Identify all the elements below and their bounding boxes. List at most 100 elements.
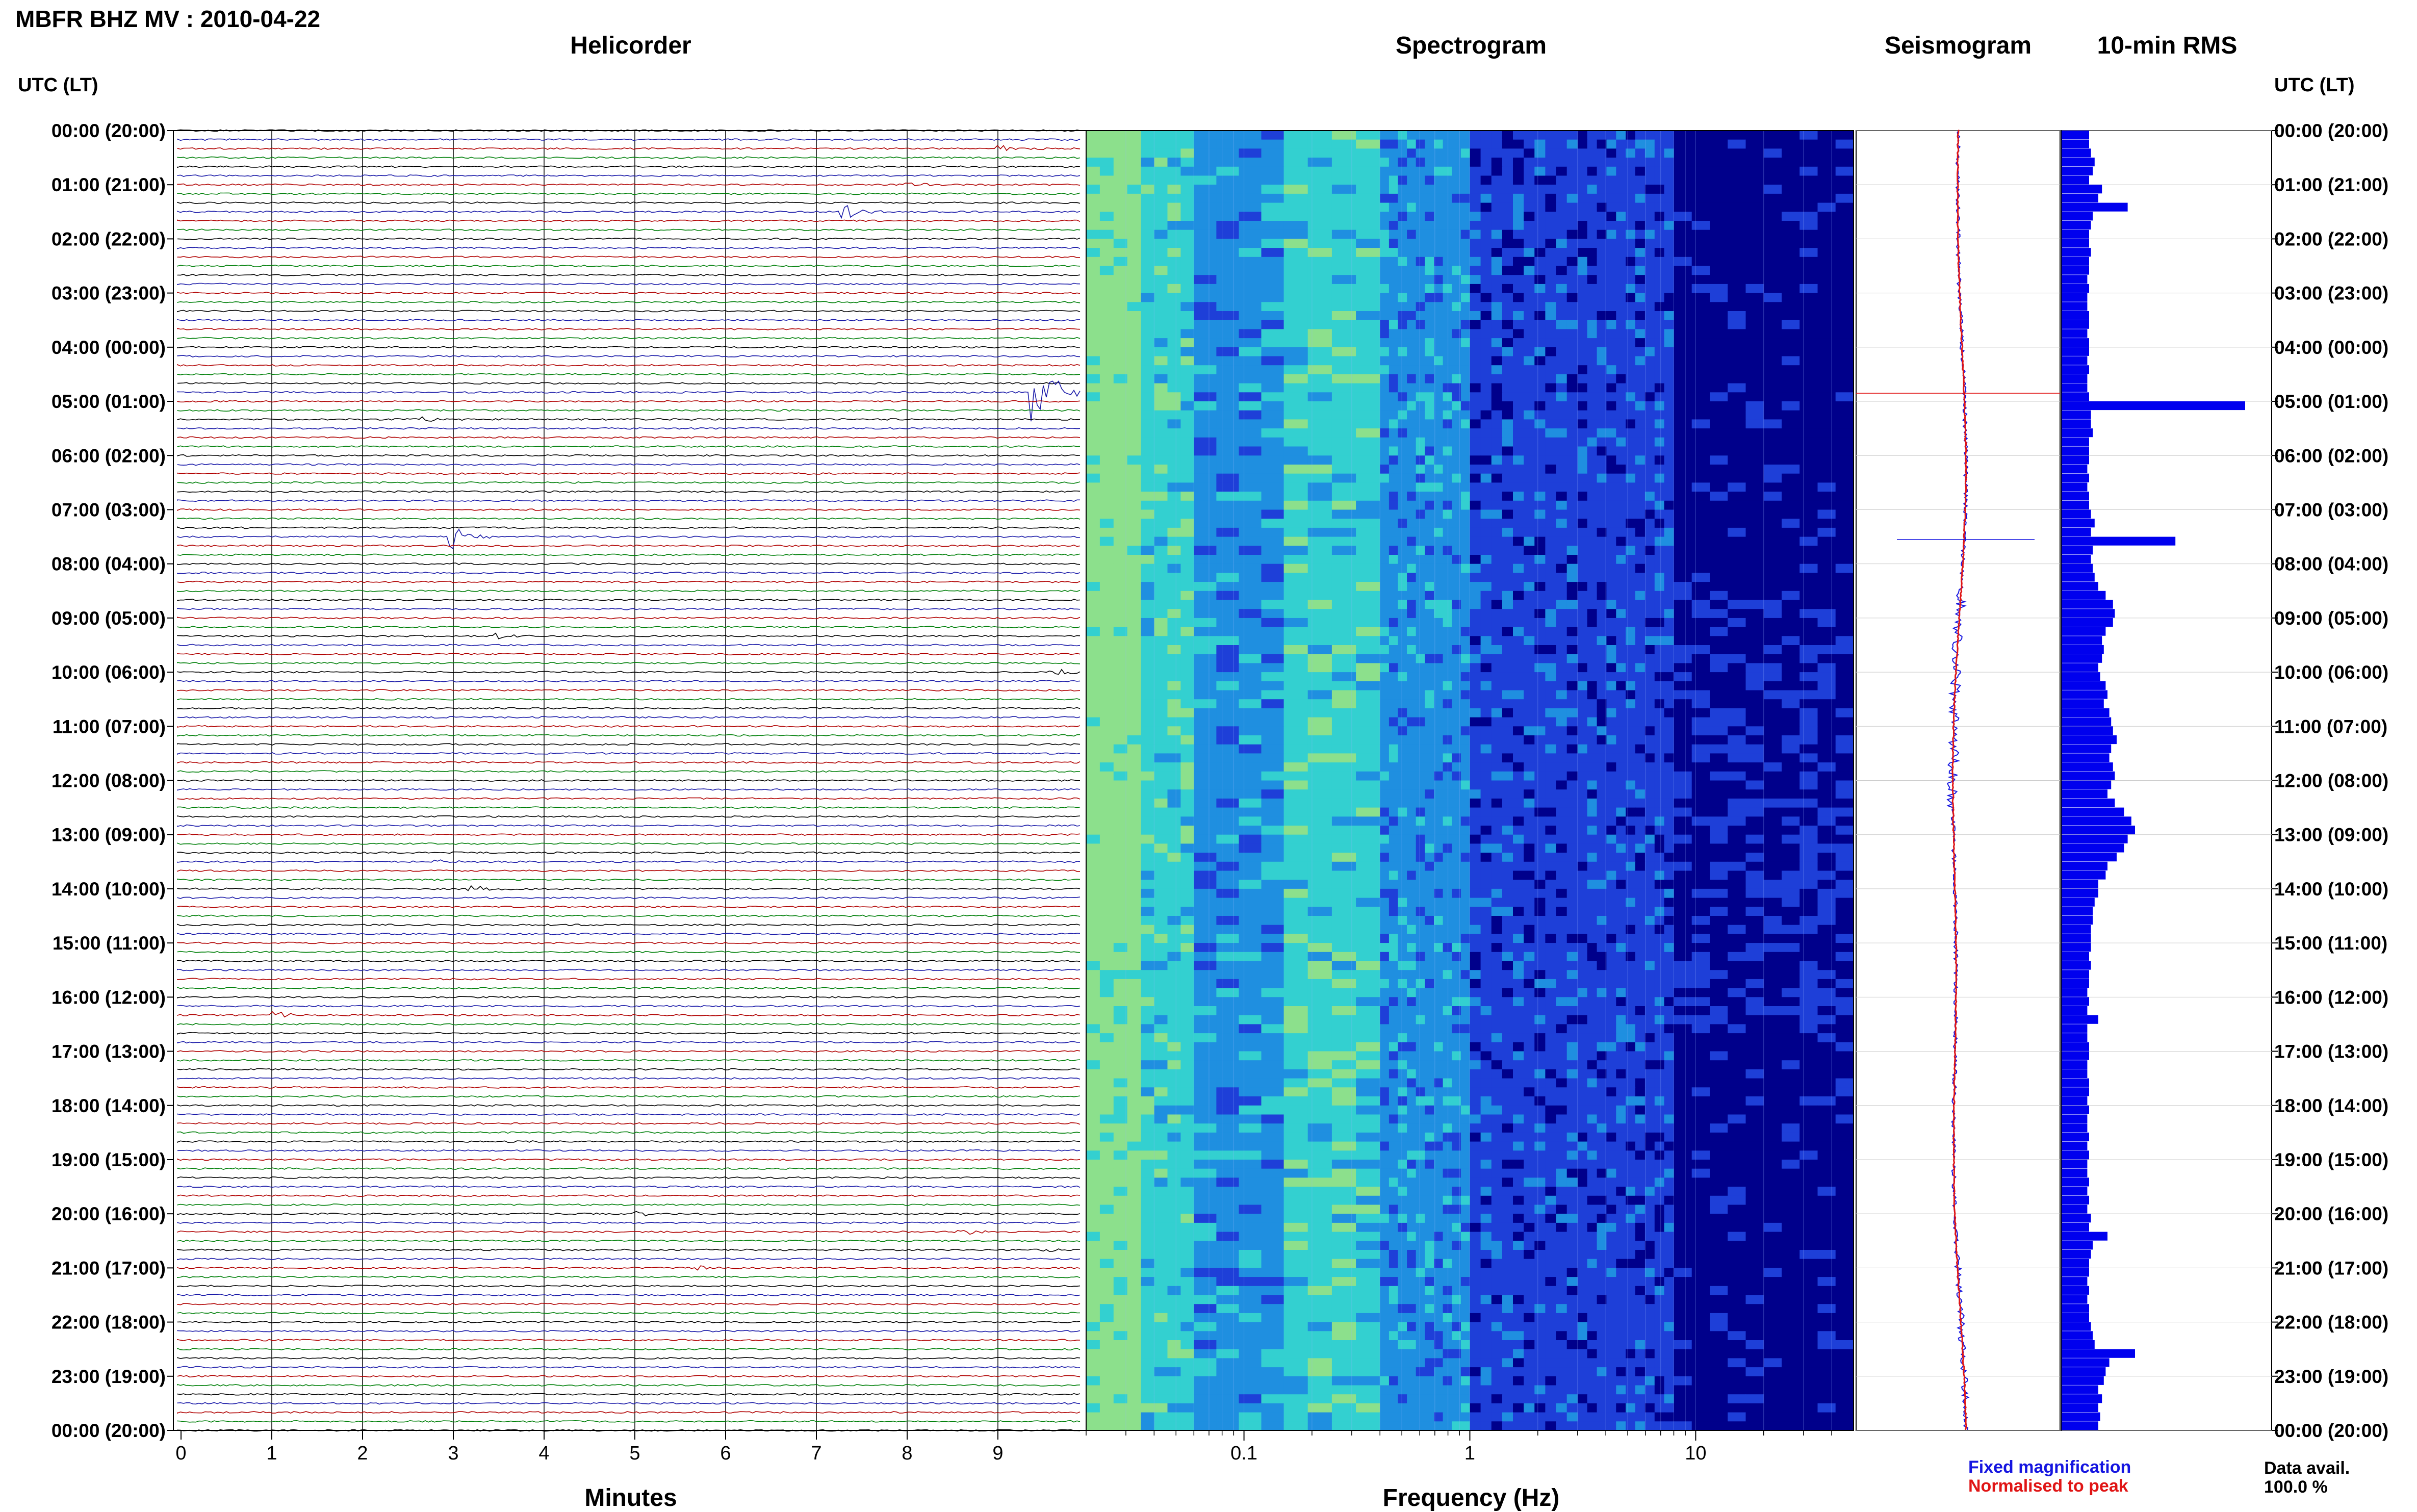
rms-bar [2062, 275, 2087, 284]
rms-bar [2062, 1304, 2089, 1313]
rms-bar [2062, 564, 2093, 573]
time-label-left: 00:00 (20:00) [52, 1420, 166, 1441]
legend-normalised-to-peak: Normalised to peak [1968, 1476, 2128, 1496]
helicorder-trace [177, 1087, 1080, 1088]
helicorder-trace [177, 139, 1080, 140]
rms-bar [2062, 167, 2093, 175]
helicorder-trace [177, 644, 1080, 646]
helicorder-trace [177, 1212, 1080, 1216]
time-label-left: 10:00 (06:00) [52, 662, 166, 683]
helicorder-trace [177, 978, 1080, 980]
time-label-right: 01:00 (21:00) [2274, 174, 2388, 195]
helicorder-trace [177, 1005, 1080, 1007]
rms-bar [2062, 465, 2087, 473]
rms-bar [2062, 799, 2115, 807]
helicorder-trace [177, 987, 1080, 989]
rms-bar [2062, 1169, 2087, 1177]
time-label-right: 11:00 (07:00) [2274, 716, 2387, 737]
rms-bar [2062, 1358, 2110, 1367]
rms-bar [2062, 772, 2115, 780]
rms-bar [2062, 1015, 2098, 1024]
rms-bar [2062, 1160, 2087, 1168]
rms-bar [2062, 1069, 2087, 1078]
helicorder-trace [177, 400, 1080, 402]
helicorder-trace [177, 886, 1080, 890]
rms-bar [2062, 1177, 2089, 1186]
rms-bar [2062, 1087, 2089, 1096]
helicorder-trace [177, 491, 1080, 493]
helicorder-trace [177, 1204, 1080, 1206]
time-label-right: 02:00 (22:00) [2274, 228, 2388, 249]
helicorder-trace [177, 563, 1080, 565]
rms-bar [2062, 1042, 2089, 1051]
helicorder-trace [177, 206, 1080, 218]
time-label-left: 19:00 (15:00) [52, 1149, 166, 1170]
helicorder-trace [177, 617, 1080, 619]
helicorder-trace [177, 283, 1080, 285]
helicorder-trace [177, 1249, 1080, 1251]
helicorder-trace [177, 924, 1080, 926]
rms-bar [2062, 365, 2089, 374]
helicorder-trace [177, 590, 1080, 592]
helicorder-trace [177, 1068, 1080, 1070]
time-label-left: 21:00 (17:00) [52, 1258, 166, 1278]
helicorder-trace [177, 906, 1080, 908]
rms-bar [2062, 474, 2089, 482]
helicorder-trace [177, 1177, 1080, 1178]
rms-bar [2062, 392, 2089, 401]
rms-bar [2062, 528, 2091, 536]
helicorder-trace [177, 670, 1080, 675]
helicorder-trace [177, 130, 1080, 131]
time-label-left: 13:00 (09:00) [52, 825, 166, 845]
rms-bar [2062, 1421, 2098, 1430]
rms-bar [2062, 356, 2087, 365]
rms-bar [2062, 808, 2124, 816]
rms-bar [2062, 374, 2087, 383]
minute-tick-label: 9 [992, 1443, 1003, 1464]
time-label-right: 13:00 (09:00) [2274, 825, 2388, 845]
time-label-left: 02:00 (22:00) [52, 228, 166, 249]
helicorder-trace [177, 680, 1080, 682]
helicorder-trace [177, 1240, 1080, 1242]
time-label-left: 18:00 (14:00) [52, 1095, 166, 1116]
helicorder-trace [177, 834, 1080, 835]
helicorder-trace [177, 355, 1080, 357]
rms-bar [2062, 627, 2105, 636]
rms-bar [2062, 1376, 2104, 1385]
minute-tick-label: 1 [266, 1443, 277, 1464]
time-label-left: 15:00 (11:00) [53, 933, 166, 954]
rms-bar [2062, 645, 2104, 654]
helicorder-trace [177, 1402, 1080, 1404]
minute-tick-label: 7 [811, 1443, 821, 1464]
time-label-right: 12:00 (08:00) [2274, 771, 2388, 791]
time-label-right: 00:00 (20:00) [2274, 1420, 2388, 1441]
time-label-right: 04:00 (00:00) [2274, 337, 2388, 358]
helicorder-trace [177, 626, 1080, 628]
rms-bar [2062, 221, 2091, 229]
time-label-right: 16:00 (12:00) [2274, 987, 2388, 1008]
rms-bar [2062, 555, 2091, 563]
helicorder-trace [177, 852, 1080, 854]
helicorder-trace [177, 202, 1080, 203]
helicorder-trace [177, 301, 1080, 303]
time-label-left: 08:00 (04:00) [52, 554, 166, 575]
rms-bar [2062, 853, 2117, 861]
rms-bar [2062, 501, 2089, 509]
time-label-right: 23:00 (19:00) [2274, 1366, 2388, 1387]
helicorder-trace [177, 1123, 1080, 1124]
rms-bar [2062, 293, 2087, 302]
rms-bar [2062, 438, 2089, 446]
rms-bar [2062, 1006, 2087, 1015]
helicorder-trace [177, 762, 1080, 763]
legend-fixed-magnification: Fixed magnification [1968, 1457, 2131, 1477]
rms-bar [2062, 329, 2087, 338]
helicorder-trace [177, 1222, 1080, 1223]
helicorder-trace [177, 726, 1080, 727]
rms-bar [2062, 952, 2089, 961]
time-label-left: 05:00 (01:00) [52, 391, 166, 412]
rms-bar [2062, 591, 2105, 600]
time-label-right: 09:00 (05:00) [2274, 608, 2388, 629]
rms-bar [2062, 546, 2093, 554]
time-label-right: 18:00 (14:00) [2274, 1095, 2388, 1116]
time-label-right: 14:00 (10:00) [2274, 879, 2388, 900]
